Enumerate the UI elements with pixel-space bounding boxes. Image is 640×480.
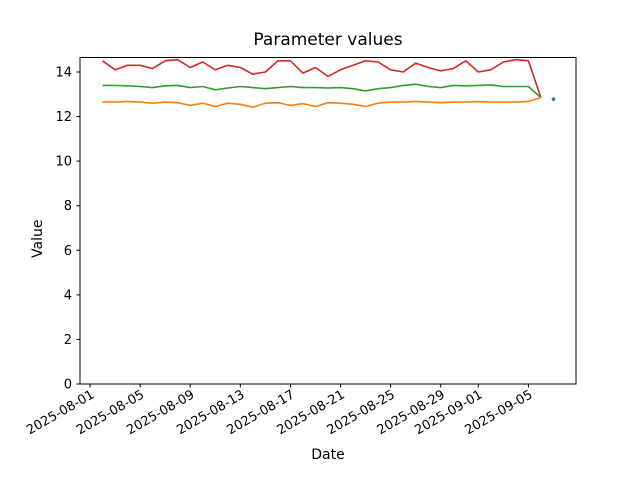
- y-tick-label: 12: [55, 110, 72, 125]
- series-line-green: [102, 83, 542, 99]
- y-tick-label: 2: [64, 333, 72, 348]
- y-tick-label: 8: [64, 199, 72, 214]
- plot-area: [79, 57, 577, 385]
- x-axis-label: Date: [311, 447, 345, 463]
- y-tick-label: 4: [64, 288, 72, 303]
- y-tick-label: 6: [64, 244, 72, 259]
- data-point-blue: [551, 97, 556, 101]
- series-line-red: [102, 58, 542, 98]
- y-tick-label: 10: [55, 155, 72, 170]
- y-axis-label: Value: [30, 219, 46, 258]
- y-tick-label: 14: [55, 65, 72, 80]
- series-line-orange: [102, 96, 542, 108]
- chart-title: Parameter values: [253, 30, 403, 50]
- y-tick-label: 0: [64, 378, 72, 393]
